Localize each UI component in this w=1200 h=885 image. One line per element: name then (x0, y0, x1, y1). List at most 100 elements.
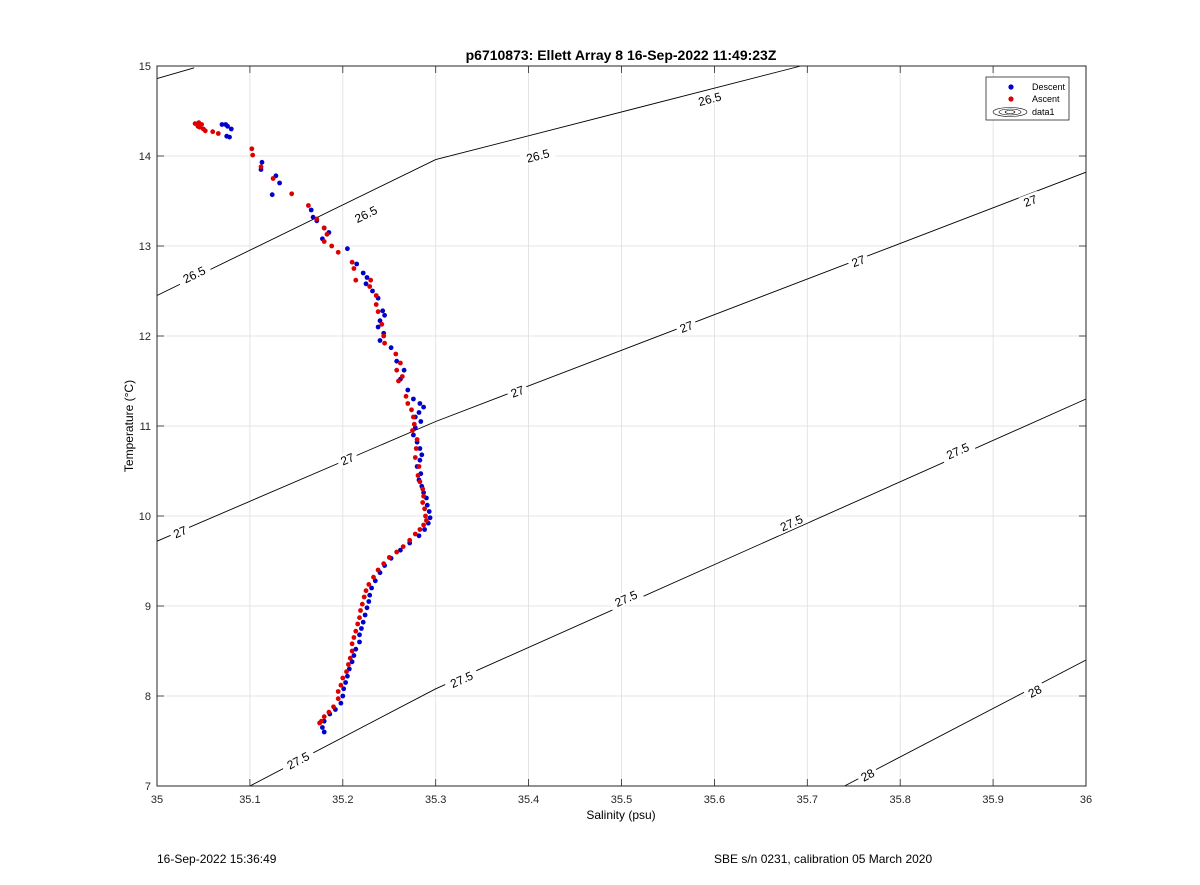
y-tick-label: 9 (145, 601, 151, 613)
data-point-descent (416, 410, 422, 415)
data-point-ascent (335, 249, 341, 255)
data-point-ascent (415, 473, 421, 478)
data-point-descent (411, 432, 416, 438)
contour-label: 27 (850, 252, 868, 270)
data-point-descent (359, 626, 364, 631)
contour-label: 28 (1026, 682, 1045, 701)
data-point-ascent (357, 615, 362, 621)
data-point-ascent (423, 513, 428, 519)
data-point-descent (417, 446, 423, 451)
data-point-ascent (326, 709, 332, 715)
data-point-descent (228, 126, 234, 132)
data-point-descent (366, 599, 372, 604)
contour-label-bg (279, 746, 317, 774)
data-point-ascent (331, 704, 336, 710)
data-point-ascent (270, 176, 276, 181)
contour-label-group: 27 (674, 316, 698, 337)
contour-label-group: 27.5 (279, 746, 317, 774)
data-point-ascent (394, 549, 400, 555)
x-tick-label: 35.3 (425, 794, 446, 806)
data-point-descent (269, 192, 275, 198)
data-point-ascent (340, 675, 346, 681)
data-point-ascent (417, 527, 423, 532)
contour-label-group: 26.5 (691, 88, 728, 110)
data-point-ascent (422, 506, 427, 512)
data-point-ascent (373, 293, 379, 298)
y-tick-label: 11 (140, 421, 151, 433)
data-point-ascent (353, 277, 359, 283)
data-point-ascent (381, 333, 387, 339)
contour-label: 27 (1022, 192, 1040, 210)
data-point-ascent (317, 720, 322, 726)
data-point-ascent (398, 360, 403, 366)
y-tick-label: 15 (139, 61, 151, 73)
data-point-ascent (321, 714, 327, 720)
data-point-ascent (321, 239, 327, 244)
data-point-descent (377, 338, 383, 343)
data-point-descent (394, 358, 400, 364)
contour-label-bg (846, 251, 870, 271)
data-point-ascent (202, 128, 208, 134)
contour-label-group: 27.5 (939, 437, 976, 464)
contour-line (156, 171, 1087, 542)
data-point-ascent (407, 537, 413, 543)
axis-ticks: 35 35.1 35.2 35.3 35.4 35.5 35.6 35.7 35.8 35.9 36… (139, 61, 1092, 806)
data-point-descent (424, 502, 430, 508)
x-tick-label: 35.9 (982, 794, 1003, 806)
x-tick-label: 35.4 (518, 794, 539, 806)
data-point-ascent (335, 696, 341, 702)
data-point-ascent (382, 340, 387, 346)
x-tick-label: 35 (151, 794, 163, 806)
legend-label-descent: Descent (1032, 82, 1066, 92)
data-point-descent (421, 404, 426, 410)
data-point-descent (351, 653, 357, 658)
data-point-descent (354, 261, 360, 267)
data-point-descent (377, 318, 383, 324)
contour-label: 27 (339, 450, 357, 468)
data-point-ascent (414, 437, 420, 442)
data-point-descent (360, 270, 366, 276)
x-tick-label: 36 (1080, 794, 1092, 806)
contour-label-bg (519, 144, 556, 167)
data-point-ascent (413, 446, 419, 451)
footer-timestamp: 16-Sep-2022 15:36:49 (157, 852, 277, 866)
contour-label: 26.5 (697, 90, 723, 109)
data-point-ascent (346, 662, 351, 667)
footer-sensor-info: SBE s/n 0231, calibration 05 March 2020 (714, 852, 933, 866)
data-point-descent (367, 592, 373, 598)
data-point-descent (308, 207, 314, 213)
contour-label: 27 (509, 383, 527, 401)
data-point-descent (343, 680, 348, 685)
data-point-ascent (351, 635, 357, 640)
contour-label-bg (505, 381, 529, 401)
data-point-ascent (353, 628, 359, 634)
data-point-descent (219, 122, 225, 127)
data-point-ascent (403, 393, 409, 399)
contour-label-group: 28 (855, 764, 880, 786)
data-point-descent (401, 367, 407, 373)
data-point-ascent (420, 486, 426, 492)
data-point-descent (382, 312, 387, 318)
contour-label-bg (773, 509, 810, 536)
data-point-ascent (363, 588, 369, 594)
data-point-ascent (349, 648, 355, 654)
x-tick-label: 35.5 (611, 794, 632, 806)
data-point-descent (345, 246, 350, 252)
y-tick-label: 13 (139, 241, 151, 253)
contour-label-group: 27.5 (773, 509, 810, 536)
data-point-ascent (329, 243, 335, 249)
data-point-ascent (412, 455, 418, 460)
grid (156, 65, 1087, 787)
data-point-descent (405, 387, 411, 393)
data-point-ascent (368, 277, 374, 283)
contour-label-bg (347, 200, 384, 228)
data-point-ascent (195, 123, 201, 129)
contour-label: 26.5 (525, 146, 551, 165)
y-tick-label: 7 (145, 781, 151, 793)
data-point-ascent (417, 479, 423, 485)
data-point-ascent (411, 414, 416, 420)
legend-label-data1: data1 (1032, 107, 1055, 117)
data-point-ascent (250, 152, 256, 158)
data-point-ascent (344, 669, 349, 675)
data-point-ascent (410, 428, 415, 433)
